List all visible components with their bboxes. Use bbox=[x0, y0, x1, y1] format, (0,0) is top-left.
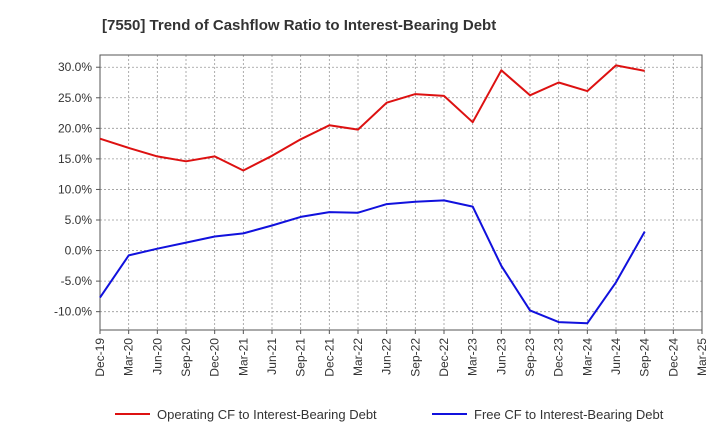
chart-title: [7550] Trend of Cashflow Ratio to Intere… bbox=[102, 17, 496, 34]
y-tick-label: 5.0% bbox=[65, 213, 93, 227]
legend-label-free-cf: Free CF to Interest-Bearing Debt bbox=[474, 407, 664, 422]
x-tick-label: Sep-23 bbox=[523, 338, 537, 377]
legend: Operating CF to Interest-Bearing Debt Fr… bbox=[115, 407, 664, 422]
x-tick-label: Mar-21 bbox=[236, 338, 250, 376]
y-tick-label: 0.0% bbox=[65, 244, 93, 258]
x-tick-label: Jun-24 bbox=[609, 338, 623, 375]
y-tick-label: 25.0% bbox=[58, 91, 92, 105]
x-tick-label: Sep-20 bbox=[179, 338, 193, 377]
y-tick-label: -10.0% bbox=[54, 305, 92, 319]
x-tick-label: Sep-24 bbox=[638, 338, 652, 377]
plot-frame bbox=[99, 54, 703, 331]
x-tick-label: Dec-19 bbox=[93, 338, 107, 377]
x-tick-label: Mar-22 bbox=[351, 338, 365, 376]
x-tick-label: Dec-23 bbox=[552, 338, 566, 377]
grid-lines bbox=[99, 55, 703, 330]
x-axis: Dec-19 Mar-20 Jun-20 Sep-20 Dec-20 Mar-21 Jun-… bbox=[93, 330, 709, 377]
x-tick-label: Dec-22 bbox=[437, 338, 451, 377]
x-tick-label: Sep-22 bbox=[408, 338, 422, 377]
series-lines bbox=[99, 64, 646, 325]
y-tick-label: 20.0% bbox=[58, 121, 92, 135]
legend-label-operating-cf: Operating CF to Interest-Bearing Debt bbox=[157, 407, 377, 422]
y-tick-label: 15.0% bbox=[58, 152, 92, 166]
x-tick-label: Mar-24 bbox=[580, 338, 594, 376]
y-tick-label: -5.0% bbox=[61, 274, 93, 288]
x-tick-label: Mar-20 bbox=[122, 338, 136, 376]
x-tick-label: Mar-25 bbox=[695, 338, 709, 376]
x-tick-label: Sep-21 bbox=[294, 338, 308, 377]
y-tick-label: 30.0% bbox=[58, 60, 92, 74]
x-tick-label: Dec-24 bbox=[666, 338, 680, 377]
series-line-operating-cf bbox=[99, 64, 645, 172]
y-tick-label: 10.0% bbox=[58, 182, 92, 196]
x-tick-label: Jun-20 bbox=[150, 338, 164, 375]
x-tick-label: Jun-22 bbox=[380, 338, 394, 375]
series-line-free-cf bbox=[99, 199, 646, 325]
x-tick-label: Dec-20 bbox=[208, 338, 222, 377]
y-axis: 30.0% 25.0% 20.0% 15.0% 10.0% 5.0% 0.0% -5.0% -1… bbox=[54, 60, 100, 319]
x-tick-label: Mar-23 bbox=[466, 338, 480, 376]
x-tick-label: Jun-23 bbox=[494, 338, 508, 375]
x-tick-label: Dec-21 bbox=[322, 338, 336, 377]
x-tick-label: Jun-21 bbox=[265, 338, 279, 375]
